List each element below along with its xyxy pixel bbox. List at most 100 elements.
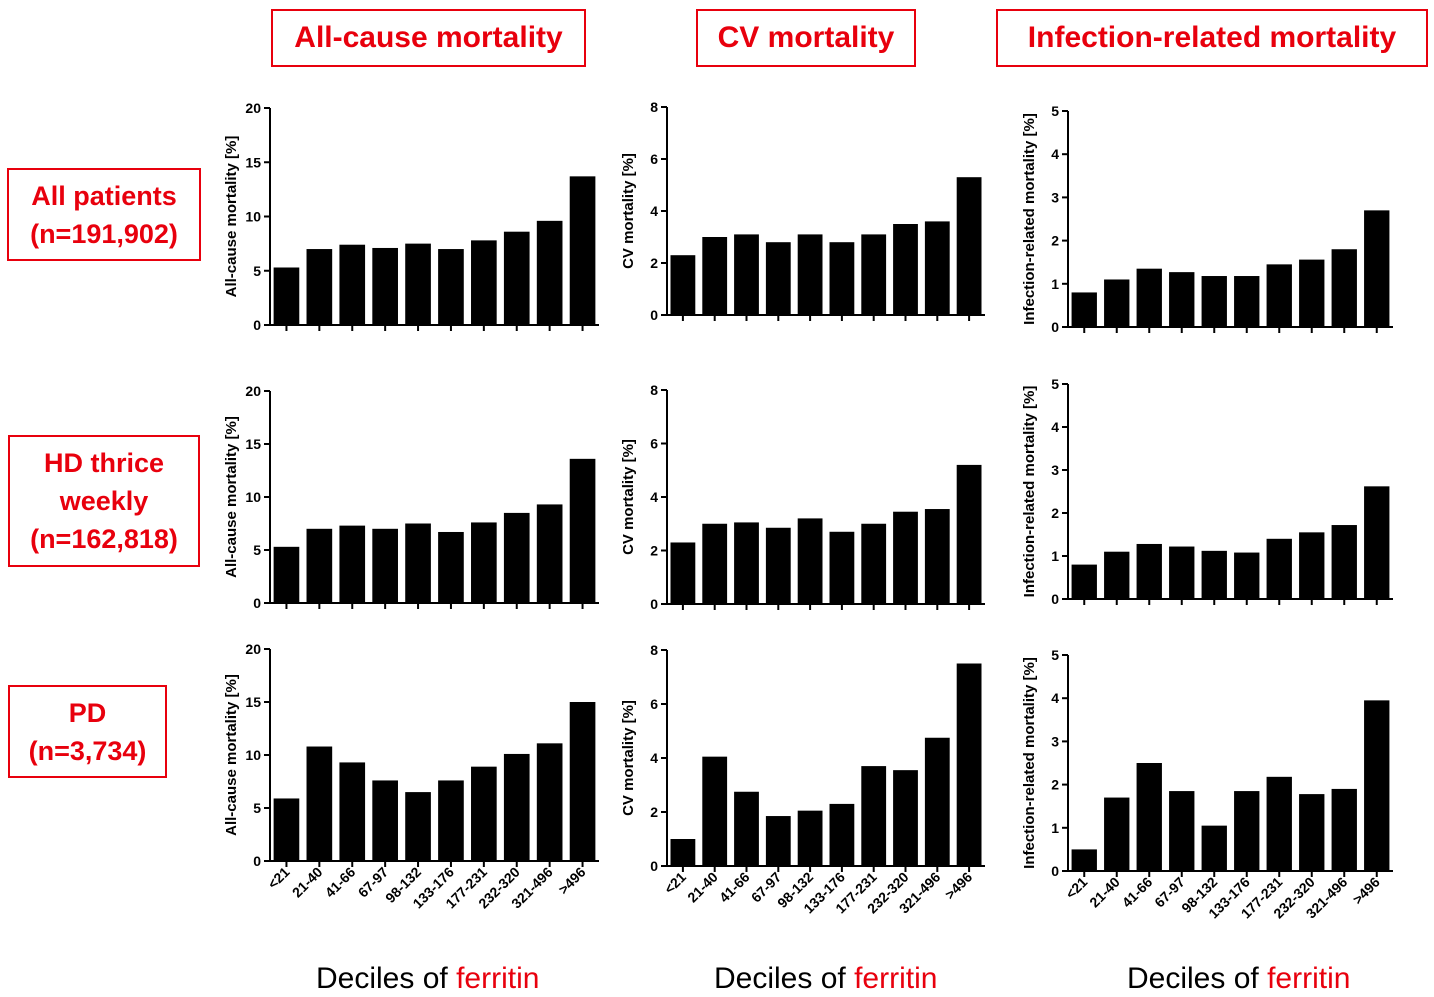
bar-41-66 <box>1136 763 1162 871</box>
x-tick-label: >496 <box>555 864 589 898</box>
y-tick-label: 2 <box>650 543 658 559</box>
y-axis-label: CV mortality [%] <box>620 700 637 816</box>
panel-r1-c1: 0 5 10 15 20 All-cause mortality [%] <box>223 100 599 333</box>
bar-232-320 <box>503 512 530 603</box>
bar-321-496 <box>1331 525 1357 599</box>
bar-41-66 <box>734 791 759 866</box>
bar-232-320 <box>1299 794 1325 871</box>
bar-98-132 <box>1201 825 1227 871</box>
bar-133-176 <box>438 531 464 603</box>
bar->496 <box>569 176 596 325</box>
bar-232-320 <box>893 224 918 315</box>
y-tick-label: 0 <box>253 595 261 611</box>
bar-321-496 <box>924 221 950 315</box>
y-tick-label: 20 <box>245 641 261 657</box>
y-tick-label: 1 <box>1051 820 1059 836</box>
bar-98-132 <box>797 810 823 866</box>
bar-41-66 <box>1136 543 1162 599</box>
y-tick-label: 0 <box>650 596 658 612</box>
bar-232-320 <box>503 753 530 861</box>
y-axis-label: All-cause mortality [%] <box>223 136 240 298</box>
y-tick-label: 1 <box>1051 276 1059 292</box>
bar-67-97 <box>372 247 398 325</box>
y-tick-label: 0 <box>650 307 658 323</box>
bar-41-66 <box>339 762 366 861</box>
panel-r2-c2: 0 2 4 6 8 CV mortality [%] <box>620 382 985 612</box>
y-tick-label: 4 <box>1051 419 1059 435</box>
bar-177-231 <box>1266 538 1292 599</box>
footer-prefix: Deciles of <box>714 962 855 995</box>
bar-321-496 <box>536 743 563 861</box>
row-label-line: PD <box>68 697 107 728</box>
bar-177-231 <box>861 523 887 604</box>
row-label-line: HD thrice <box>43 448 165 478</box>
bar-<21 <box>670 542 696 604</box>
y-tick-label: 6 <box>650 436 658 452</box>
bar-41-66 <box>339 525 366 603</box>
bar->496 <box>956 464 982 604</box>
y-tick-label: 0 <box>1051 319 1059 335</box>
panel-r1-c3: 0 1 2 3 4 5 Infection-related mortality [%] <box>1021 103 1393 335</box>
bar-67-97 <box>1169 791 1195 871</box>
y-axis-label: CV mortality [%] <box>620 153 637 269</box>
row-label-all-patients: All patients (n=191,902) <box>7 168 201 261</box>
y-tick-label: 4 <box>650 750 658 766</box>
bar-133-176 <box>1234 552 1260 599</box>
footer-highlight: ferritin <box>456 962 540 995</box>
bar-133-176 <box>1234 276 1260 327</box>
footer-highlight: ferritin <box>854 962 938 995</box>
y-tick-label: 8 <box>650 382 658 398</box>
bar-321-496 <box>1331 249 1357 327</box>
bar-177-231 <box>471 240 497 325</box>
y-tick-label: 20 <box>245 383 261 399</box>
y-tick-label: 20 <box>245 100 261 116</box>
bar->496 <box>1364 210 1390 327</box>
y-tick-label: 0 <box>1051 863 1059 879</box>
y-tick-label: 3 <box>1051 462 1059 478</box>
bar-98-132 <box>1201 550 1227 599</box>
bar-21-40 <box>1104 279 1130 327</box>
bar->496 <box>569 702 596 861</box>
column-title-cv: CV mortality <box>696 9 916 67</box>
x-axis-caption-col2: Deciles of ferritin <box>714 962 937 996</box>
bar-177-231 <box>1266 264 1292 327</box>
y-tick-label: 2 <box>650 804 658 820</box>
panel-r3-c3: 0 1 2 3 4 5 Infection-related mortality [%] <21… <box>1021 647 1393 921</box>
y-axis-label: Infection-related mortality [%] <box>1021 657 1038 869</box>
bar-133-176 <box>438 780 464 861</box>
bar-133-176 <box>438 249 464 325</box>
y-tick-label: 5 <box>1051 103 1059 119</box>
bar-<21 <box>670 255 696 315</box>
bar-232-320 <box>1299 532 1325 599</box>
bar-321-496 <box>1331 788 1357 871</box>
bar-41-66 <box>1136 268 1162 327</box>
bar-21-40 <box>306 528 333 603</box>
y-tick-label: 4 <box>650 203 658 219</box>
bar-98-132 <box>797 518 823 604</box>
bar-321-496 <box>536 220 563 325</box>
bar-41-66 <box>339 244 366 325</box>
x-tick-label: 41-66 <box>716 869 753 906</box>
bar-321-496 <box>536 504 563 603</box>
bar-<21 <box>1071 292 1097 327</box>
y-tick-label: 5 <box>253 263 261 279</box>
x-tick-label: >496 <box>942 869 976 903</box>
bar-98-132 <box>797 234 823 315</box>
panel-r2-c1: 0 5 10 15 20 All-cause mortality [%] <box>223 383 599 611</box>
bar-<21 <box>670 839 696 866</box>
bar-177-231 <box>471 522 497 603</box>
y-axis-label: All-cause mortality [%] <box>223 674 240 836</box>
y-tick-label: 10 <box>245 489 261 505</box>
y-tick-label: 3 <box>1051 733 1059 749</box>
bar-<21 <box>273 798 300 861</box>
bar->496 <box>956 663 982 866</box>
row-label-line: (n=162,818) <box>30 524 178 554</box>
y-tick-label: 6 <box>650 151 658 167</box>
bar-98-132 <box>405 523 431 603</box>
bar-<21 <box>273 267 300 325</box>
row-label-hd-thrice-weekly: HD thrice weekly (n=162,818) <box>8 435 200 567</box>
y-axis-label: Infection-related mortality [%] <box>1021 113 1038 325</box>
y-tick-label: 0 <box>1051 591 1059 607</box>
